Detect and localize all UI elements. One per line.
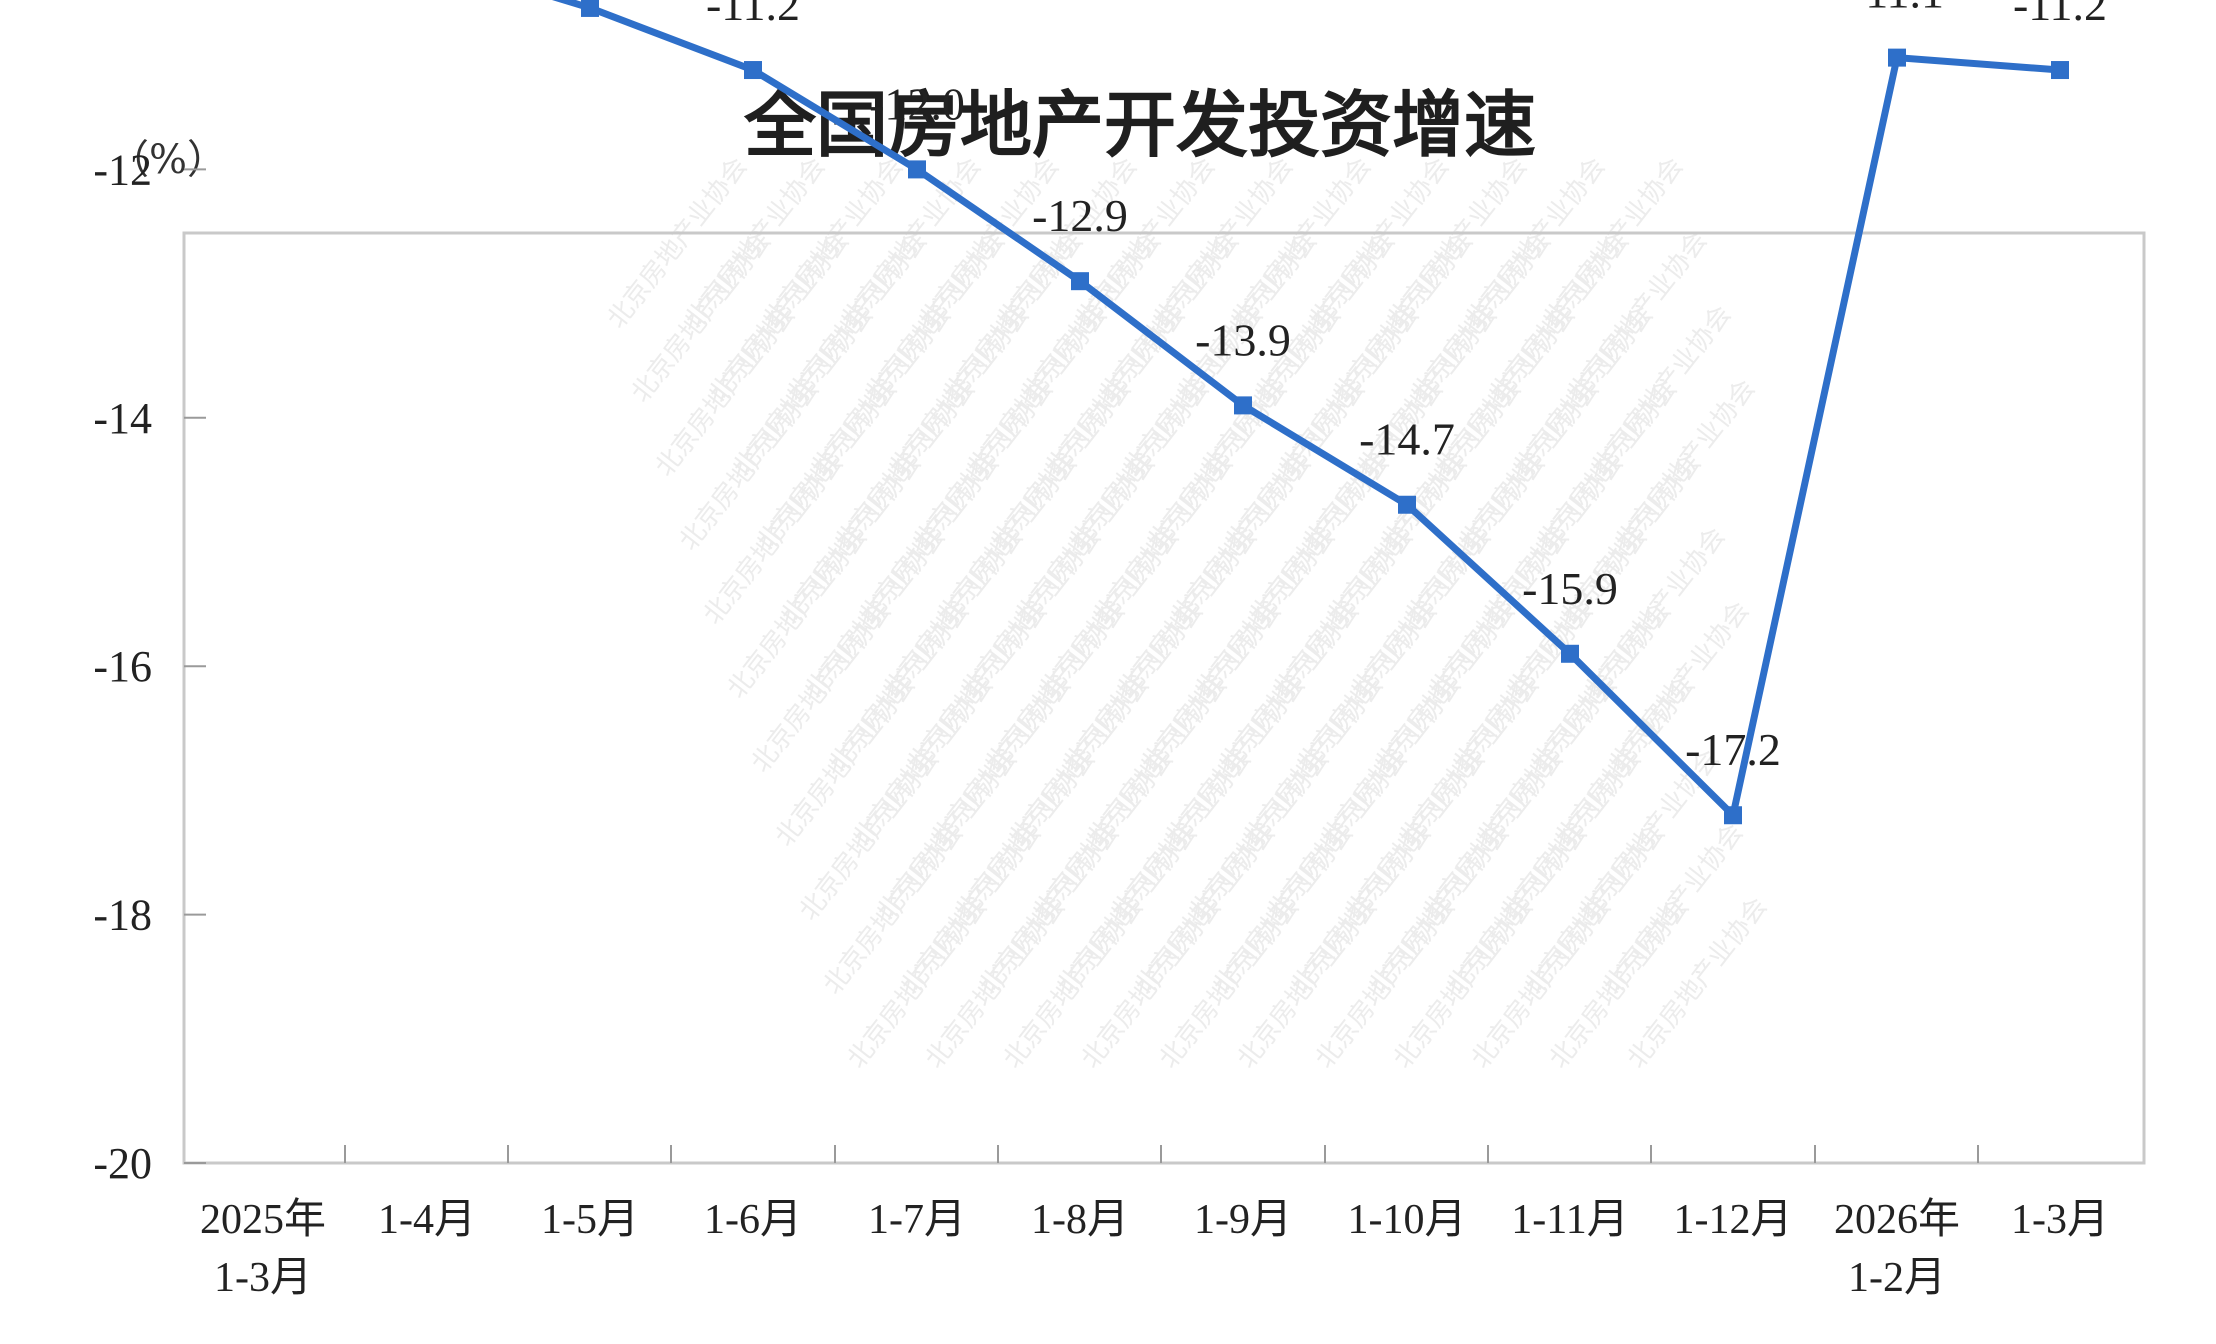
watermark-text: 北京房地产业协会 <box>626 226 778 408</box>
x-axis-label: 1-12月 <box>1674 1197 1793 1243</box>
series-markers <box>581 0 2069 825</box>
watermark-text: 北京房地产业协会 <box>602 152 754 334</box>
data-label: -15.9 <box>1522 563 1618 614</box>
data-label: -13.9 <box>1195 314 1291 365</box>
y-axis-tick-label: -14 <box>93 394 152 443</box>
data-point-marker <box>908 160 926 179</box>
x-axis-label: 1-3月 <box>214 1255 312 1301</box>
watermark-text: 北京房地产业协会 <box>1076 892 1228 1074</box>
watermark-text: 北京房地产业协会 <box>650 300 802 482</box>
x-axis-label: 1-6月 <box>704 1197 802 1243</box>
data-point-marker <box>1398 495 1416 514</box>
y-axis-tick-label: -18 <box>93 891 152 940</box>
data-labels: -9.9-10.3-10.7-11.2-12.0-12.9-13.9-14.7-… <box>706 0 2107 775</box>
x-axis-label: 1-8月 <box>1031 1197 1129 1243</box>
watermark-text: 北京房地产业协会 <box>746 596 898 778</box>
watermark-text: 北京房地产业协会 <box>1544 892 1696 1074</box>
data-point-marker <box>581 0 599 17</box>
data-point-marker <box>744 61 762 80</box>
x-axis-label: 1-2月 <box>1848 1255 1946 1301</box>
watermark-text: 北京房地产业协会 <box>1388 892 1540 1074</box>
series-line <box>551 0 2064 819</box>
watermark-text: 北京房地产业协会 <box>998 892 1150 1074</box>
data-label: -11.2 <box>2013 0 2107 30</box>
watermark-text: 北京房地产业协会 <box>770 670 922 852</box>
watermark-text: 北京房地产业协会 <box>818 818 970 1000</box>
watermark-text: 北京房地产业协会 <box>1310 892 1462 1074</box>
watermark-text: 北京房地产业协会 <box>1232 892 1384 1074</box>
watermark-text: 北京房地产业协会 <box>674 374 826 556</box>
chart-title: 全国房地产开发投资增速 <box>743 83 1536 167</box>
x-axis-ticks <box>344 1145 1979 1163</box>
data-point-marker <box>1234 396 1252 415</box>
data-label: -12.0 <box>869 78 965 129</box>
x-axis-label: 1-11月 <box>1511 1197 1628 1243</box>
watermark-text: 北京房地产业协会 <box>842 892 994 1074</box>
x-axis-label: 1-5月 <box>541 1197 639 1243</box>
y-axis-tick-label: -16 <box>93 642 152 691</box>
data-label: -14.7 <box>1359 414 1455 465</box>
watermark-text: 北京房地产业协会 <box>722 522 874 704</box>
watermark-text: 北京房地产业协会 <box>794 744 946 926</box>
x-axis-label: 1-7月 <box>868 1197 966 1243</box>
watermark-text: 北京房地产业协会 <box>1622 892 1774 1074</box>
x-axis-label: 2026年 <box>1834 1196 1960 1243</box>
x-axis-labels: 2025年 1-3月 1-4月 1-5月 1-6月 1-7月 1-8月 1-9月 1-10月 1-… <box>200 1196 2109 1301</box>
data-label: -17.2 <box>1685 724 1781 775</box>
y-axis-tick-label: -20 <box>93 1139 152 1188</box>
y-axis-tick-label: -12 <box>93 145 152 194</box>
x-axis-label: 1-9月 <box>1194 1197 1292 1243</box>
watermark-text: 北京房地产业协会 <box>698 448 850 630</box>
watermark-text: 北京房地产业协会 <box>1466 892 1618 1074</box>
y-axis-unit-label: （%） <box>109 137 227 183</box>
watermark-text: 北京房地产业协会 <box>1154 892 1306 1074</box>
data-point-marker <box>1888 48 1906 67</box>
data-label: -12.9 <box>1032 190 1128 241</box>
x-axis-label: 1-10月 <box>1348 1197 1467 1243</box>
data-label: -11.1 <box>1850 0 1944 18</box>
plot-area-frame <box>182 231 2146 1165</box>
x-axis-label: 1-3月 <box>2011 1197 2109 1243</box>
data-point-marker <box>1724 806 1742 825</box>
data-label: -11.2 <box>706 0 800 30</box>
data-point-marker <box>1561 644 1579 663</box>
data-point-marker <box>1071 272 1089 291</box>
x-axis-label: 1-4月 <box>378 1197 476 1243</box>
data-point-marker <box>2051 61 2069 80</box>
x-axis-label: 2025年 <box>200 1196 326 1243</box>
watermark-text: 北京房地产业协会 <box>920 892 1072 1074</box>
y-axis-ticks: -6-8-10-12-14-16-18-20 <box>93 145 206 1188</box>
